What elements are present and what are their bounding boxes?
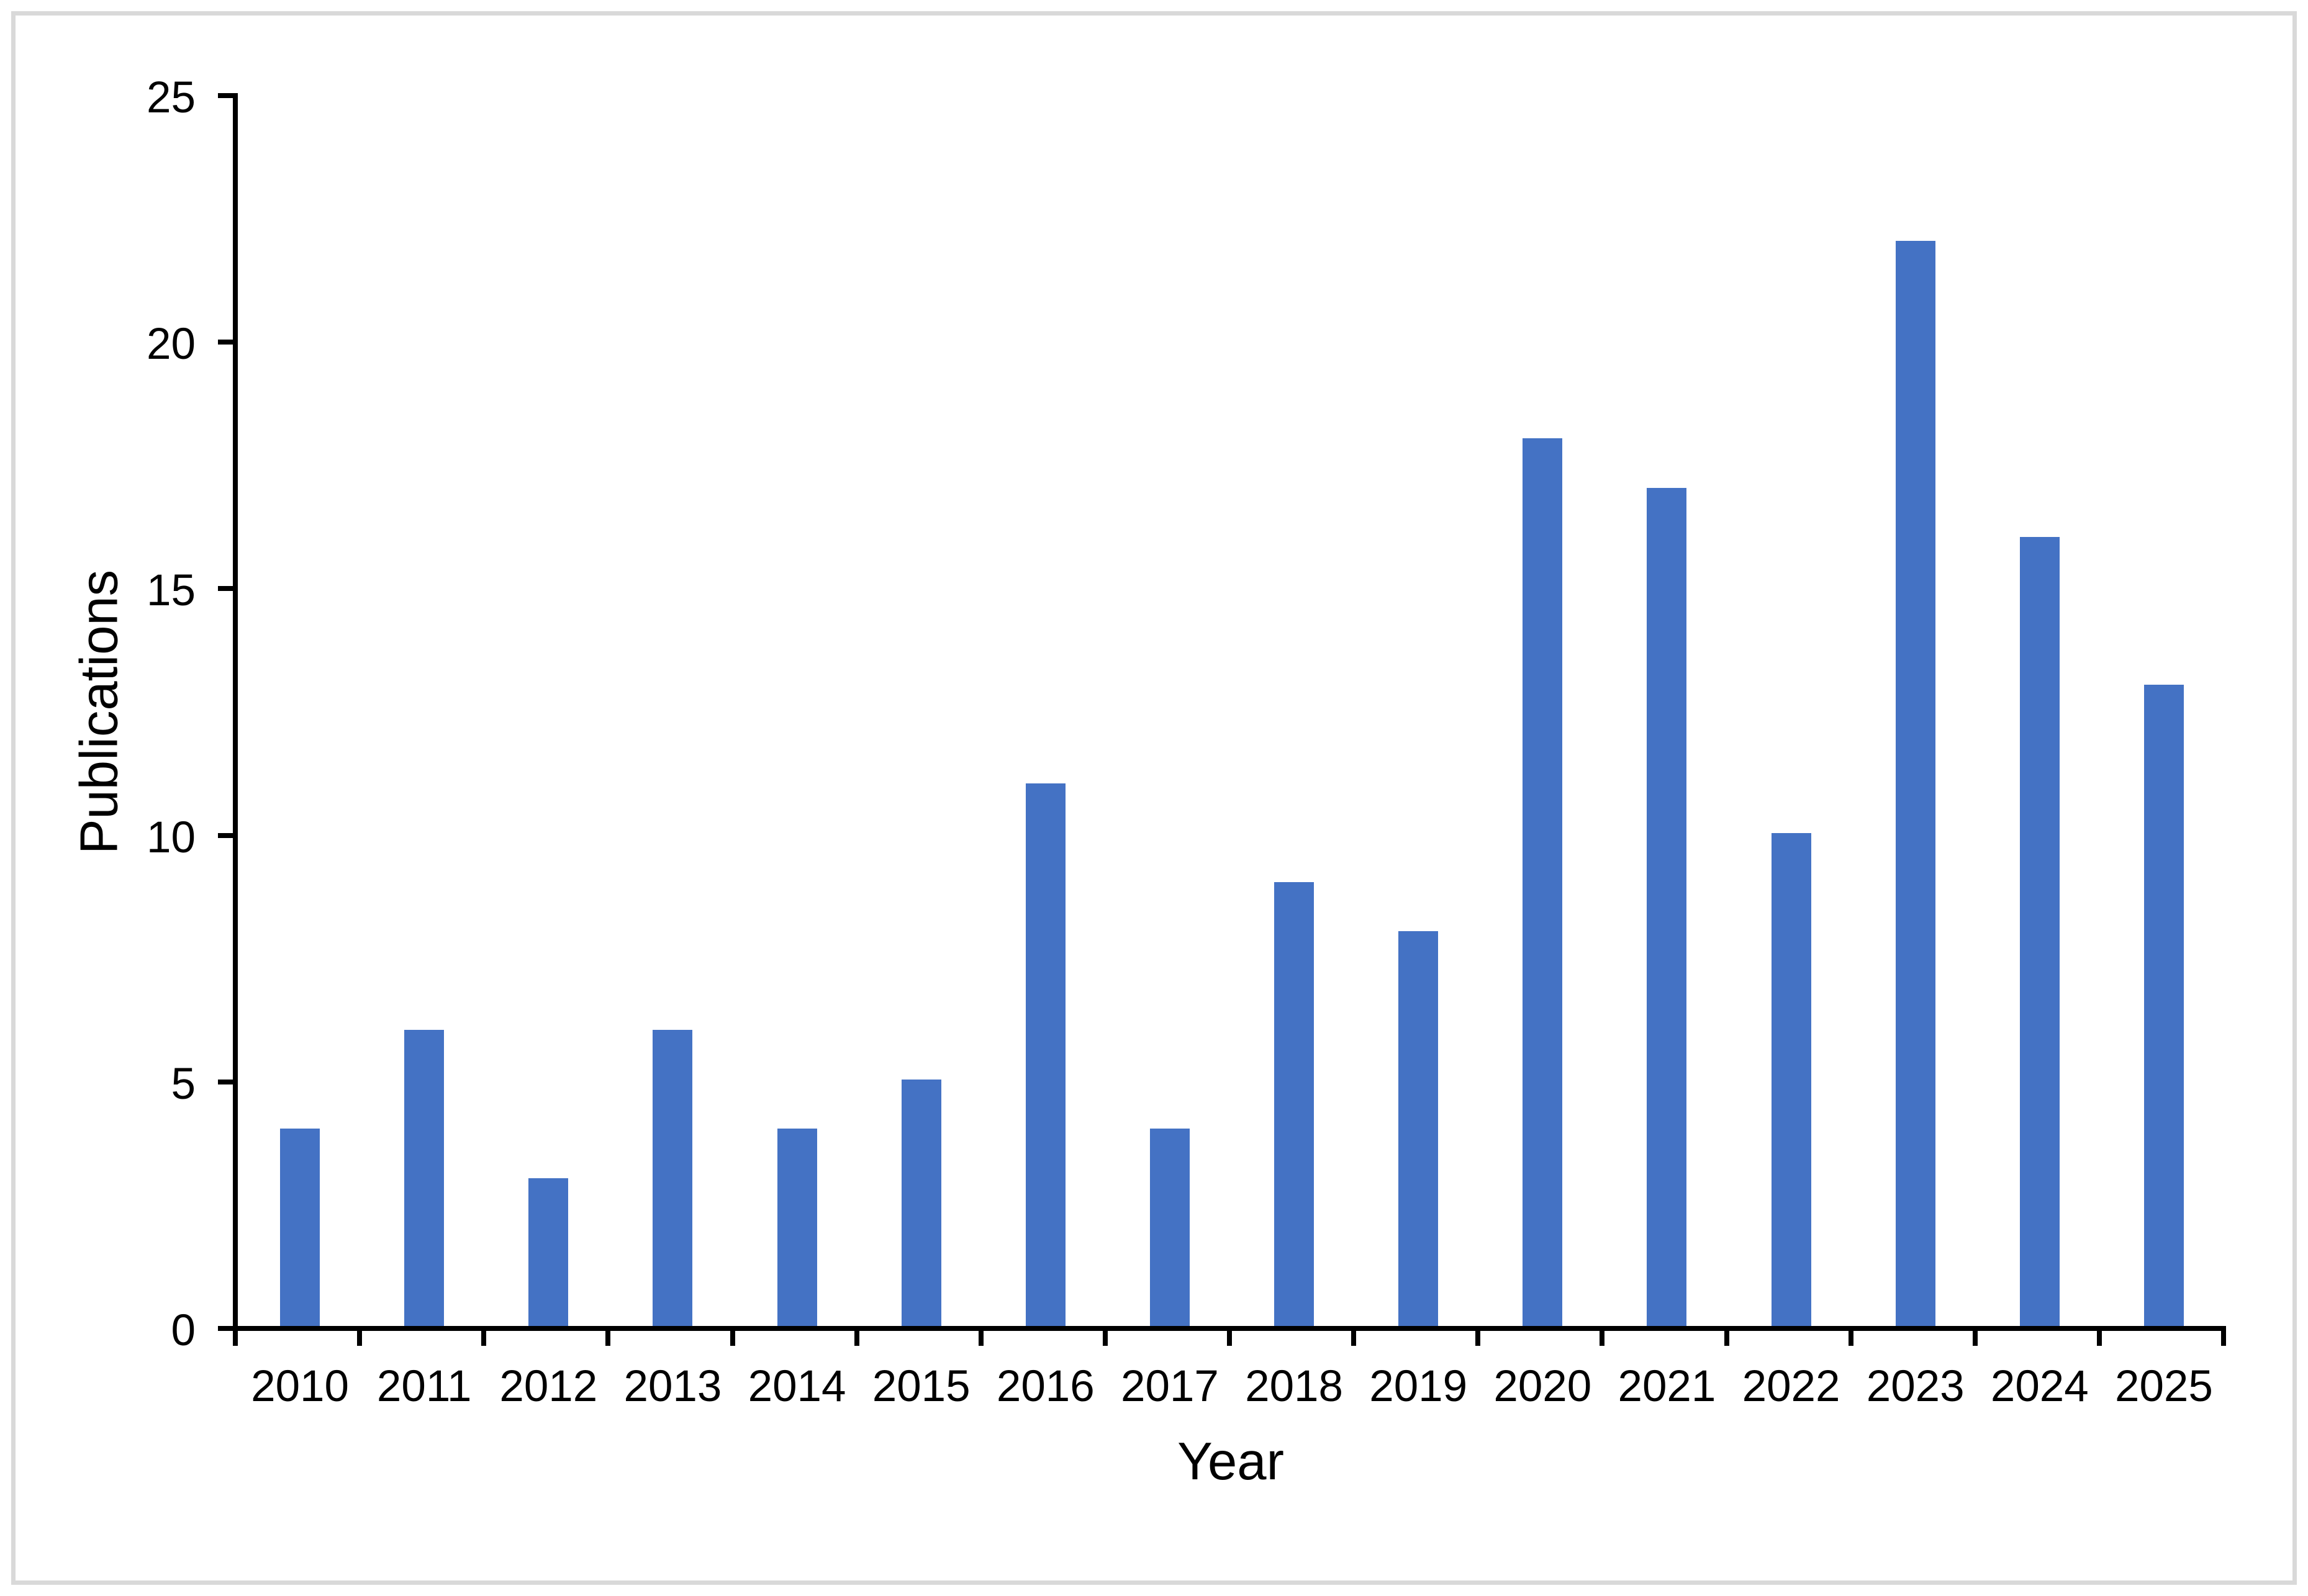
y-axis-title: Publications (70, 569, 129, 855)
x-tick-0 (233, 1331, 238, 1346)
bar-2017 (1149, 1129, 1190, 1326)
bar-2024 (2019, 536, 2060, 1326)
x-tick-label-2010: 2010 (251, 1362, 350, 1411)
x-tick-label-2013: 2013 (623, 1362, 722, 1411)
y-tick-label-25: 25 (147, 73, 196, 122)
y-tick-10 (218, 832, 233, 838)
x-tick-12 (1724, 1331, 1729, 1346)
y-tick-25 (218, 93, 233, 98)
bar-2010 (280, 1129, 320, 1326)
x-tick-label-2024: 2024 (1990, 1362, 2089, 1411)
y-tick-20 (218, 340, 233, 345)
bar-2014 (777, 1129, 817, 1326)
x-tick-6 (978, 1331, 984, 1346)
bar-2025 (2143, 685, 2184, 1326)
bar-2020 (1523, 438, 1563, 1326)
bar-2015 (901, 1079, 941, 1326)
x-tick-label-2015: 2015 (872, 1362, 971, 1411)
x-tick-label-2012: 2012 (499, 1362, 598, 1411)
x-tick-5 (854, 1331, 859, 1346)
x-tick-16 (2221, 1331, 2226, 1346)
x-tick-2 (481, 1331, 487, 1346)
x-tick-4 (730, 1331, 735, 1346)
x-tick-label-2025: 2025 (2114, 1362, 2213, 1411)
bar-2011 (404, 1030, 445, 1326)
x-tick-label-2022: 2022 (1742, 1362, 1840, 1411)
x-tick-label-2020: 2020 (1493, 1362, 1592, 1411)
y-tick-label-0: 0 (171, 1306, 196, 1355)
bar-2016 (1025, 783, 1066, 1326)
x-tick-7 (1102, 1331, 1108, 1346)
x-tick-label-2011: 2011 (376, 1362, 472, 1411)
x-tick-label-2019: 2019 (1369, 1362, 1468, 1411)
x-tick-label-2017: 2017 (1120, 1362, 1219, 1411)
bar-2012 (528, 1178, 569, 1326)
bar-2013 (653, 1030, 693, 1326)
y-tick-5 (218, 1079, 233, 1084)
plot-area (233, 93, 2226, 1331)
y-tick-label-10: 10 (147, 813, 196, 862)
x-tick-label-2023: 2023 (1866, 1362, 1965, 1411)
x-tick-14 (1972, 1331, 1978, 1346)
bar-2019 (1398, 931, 1439, 1326)
figure-border (11, 11, 2297, 1585)
x-tick-11 (1600, 1331, 1605, 1346)
x-tick-8 (1227, 1331, 1232, 1346)
x-tick-label-2014: 2014 (748, 1362, 846, 1411)
x-tick-13 (1848, 1331, 1853, 1346)
y-tick-0 (218, 1326, 233, 1331)
bar-2022 (1771, 832, 1811, 1326)
bar-2018 (1274, 882, 1315, 1326)
y-tick-label-5: 5 (171, 1059, 196, 1109)
bar-2023 (1895, 241, 1935, 1326)
x-tick-3 (605, 1331, 611, 1346)
bar-2021 (1647, 487, 1687, 1326)
x-tick-15 (2096, 1331, 2102, 1346)
y-tick-label-20: 20 (147, 320, 196, 369)
x-axis-title: Year (1177, 1432, 1284, 1491)
x-tick-10 (1475, 1331, 1481, 1346)
x-tick-label-2018: 2018 (1245, 1362, 1344, 1411)
y-tick-label-15: 15 (147, 566, 196, 616)
x-tick-label-2021: 2021 (1618, 1362, 1716, 1411)
x-tick-1 (357, 1331, 363, 1346)
y-tick-15 (218, 586, 233, 592)
x-tick-9 (1351, 1331, 1357, 1346)
x-tick-label-2016: 2016 (996, 1362, 1095, 1411)
